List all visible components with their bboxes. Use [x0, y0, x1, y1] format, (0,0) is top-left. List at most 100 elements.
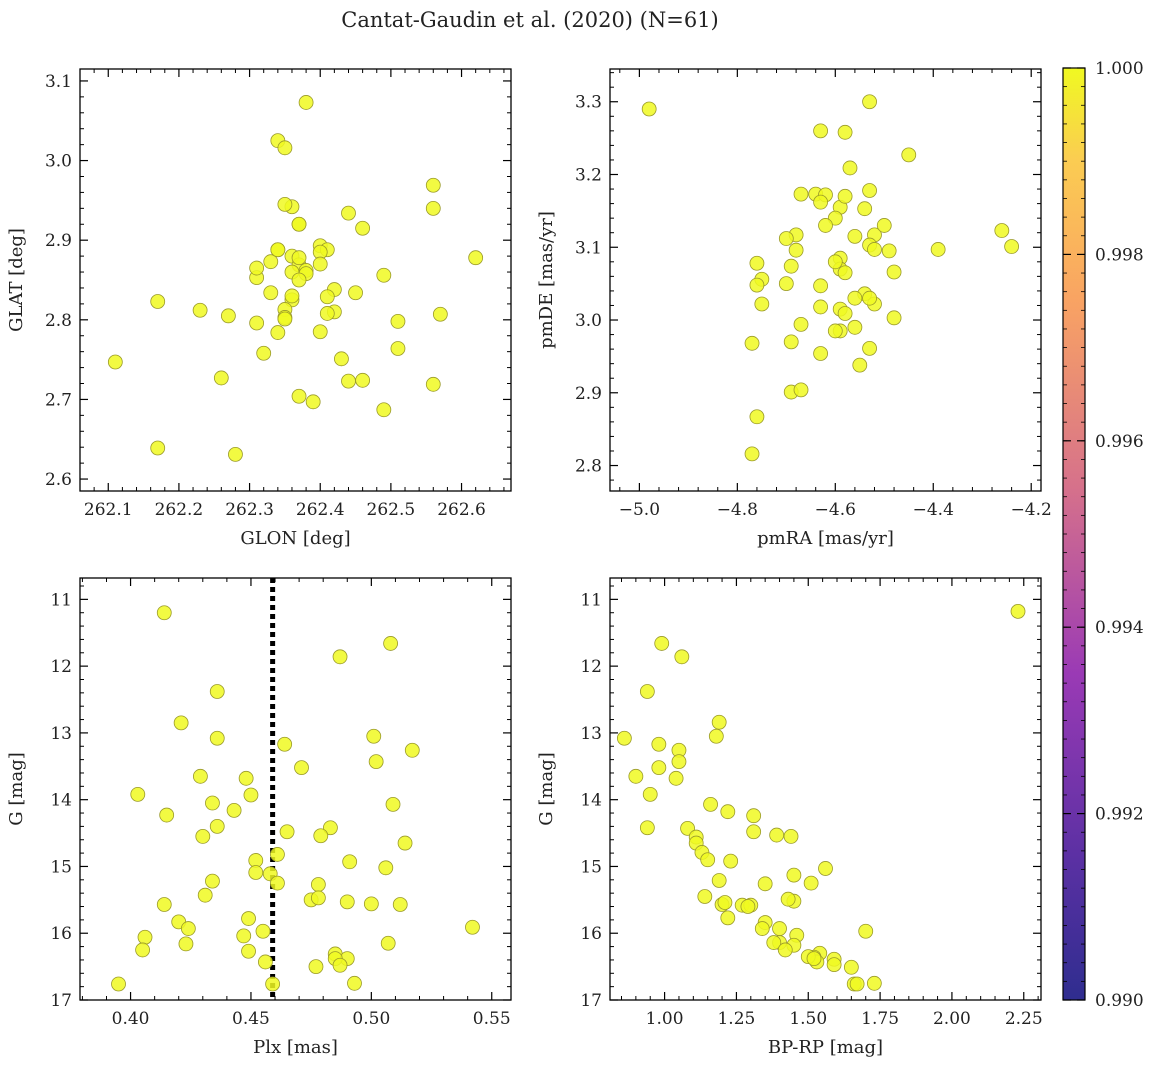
data-point — [780, 891, 796, 907]
points — [111, 605, 480, 992]
colorbar: 0.990 0.992 0.994 0.996 0.998 1.000 — [1062, 59, 1144, 1011]
data-point — [813, 299, 829, 315]
x-tick-label: 262.4 — [296, 500, 345, 520]
y-tick-label: 2.9 — [45, 231, 72, 251]
x-tick-label: 262.3 — [225, 500, 274, 520]
panel-2: −5.0 −4.8 −4.6 −4.4 −4.2 2.8 2.9 3.0 3.1 3.2 3.3 pm… — [536, 68, 1052, 549]
data-point — [425, 376, 441, 392]
data-point — [156, 897, 172, 912]
data-point — [258, 954, 273, 970]
data-point — [886, 264, 902, 280]
data-point — [651, 760, 667, 776]
data-point — [265, 976, 281, 992]
data-point — [380, 935, 396, 951]
axes-frame — [79, 577, 512, 1001]
x-tick-label: −4.8 — [717, 500, 758, 520]
data-point — [867, 242, 882, 257]
data-point — [746, 808, 762, 824]
data-point — [641, 101, 657, 117]
data-point — [818, 218, 833, 233]
data-point — [197, 887, 213, 903]
axes-frame — [609, 577, 1042, 1001]
data-point — [241, 943, 256, 959]
data-point — [651, 736, 667, 752]
data-point — [284, 288, 300, 304]
x-tick-label: 0.55 — [473, 1009, 511, 1029]
data-point — [842, 160, 858, 176]
data-point — [332, 649, 348, 665]
data-point — [849, 976, 865, 992]
data-point — [744, 335, 760, 351]
data-point — [628, 768, 644, 784]
data-point — [862, 290, 877, 306]
y-tick-label: 12 — [580, 657, 602, 677]
y-axis-label: GLAT [deg] — [6, 228, 27, 332]
data-point — [205, 795, 220, 811]
data-point — [778, 231, 794, 246]
data-point — [749, 409, 765, 425]
data-point — [788, 242, 804, 258]
data-point — [697, 889, 713, 904]
data-point — [778, 276, 794, 292]
data-point — [226, 802, 242, 818]
data-point — [901, 147, 917, 163]
y-tick-label: 2.6 — [45, 470, 72, 490]
data-point — [1004, 239, 1020, 254]
data-point — [777, 942, 793, 958]
data-point — [347, 975, 362, 991]
y-axis-label: G [mag] — [536, 752, 557, 825]
data-point — [740, 899, 756, 914]
x-tick-label: 262.1 — [84, 500, 133, 520]
data-point — [180, 921, 196, 936]
data-point — [837, 306, 853, 321]
y-tick-label: 16 — [580, 924, 602, 944]
data-point — [813, 123, 829, 139]
x-tick-label: 1.25 — [717, 1009, 755, 1029]
data-point — [392, 897, 408, 912]
data-point — [135, 942, 151, 958]
colorbar-tick-label: 1.000 — [1095, 59, 1144, 79]
data-point — [310, 877, 326, 892]
data-point — [195, 829, 211, 844]
data-point — [277, 196, 293, 212]
data-point — [308, 959, 324, 975]
data-point — [159, 807, 175, 823]
points — [107, 95, 484, 462]
y-tick-label: 3.0 — [575, 311, 602, 331]
data-point — [1010, 603, 1026, 619]
data-point — [827, 254, 843, 270]
y-tick-label: 15 — [50, 857, 72, 877]
data-point — [749, 255, 765, 271]
x-axis-label: Plx [mas] — [253, 1037, 338, 1058]
data-point — [786, 867, 802, 883]
data-point — [720, 804, 736, 820]
data-point — [837, 265, 853, 281]
data-point — [192, 302, 208, 318]
data-point — [793, 316, 809, 332]
data-point — [783, 334, 799, 350]
data-point — [291, 216, 307, 232]
data-point — [209, 684, 225, 699]
y-tick-label: 13 — [580, 724, 602, 744]
data-point — [178, 936, 194, 952]
data-point — [220, 308, 236, 324]
axes-frame — [609, 68, 1042, 492]
data-point — [383, 636, 399, 651]
data-point — [339, 894, 355, 910]
x-tick-label: 2.25 — [1005, 1009, 1043, 1029]
data-point — [291, 272, 307, 288]
colorbar-tick-label: 0.998 — [1095, 245, 1144, 265]
data-point — [654, 636, 670, 651]
panel-4: 1.00 1.25 1.50 1.75 2.00 2.25 11 12 13 14 15 16 17 BP… — [536, 577, 1043, 1058]
data-point — [711, 873, 727, 888]
data-point — [862, 94, 877, 110]
x-tick-label: 0.40 — [112, 1009, 150, 1029]
data-point — [876, 218, 892, 233]
data-point — [852, 357, 868, 373]
data-point — [355, 372, 371, 388]
data-point — [616, 730, 632, 746]
data-point — [313, 828, 329, 844]
y-tick-label: 14 — [580, 791, 602, 811]
data-point — [279, 824, 295, 840]
